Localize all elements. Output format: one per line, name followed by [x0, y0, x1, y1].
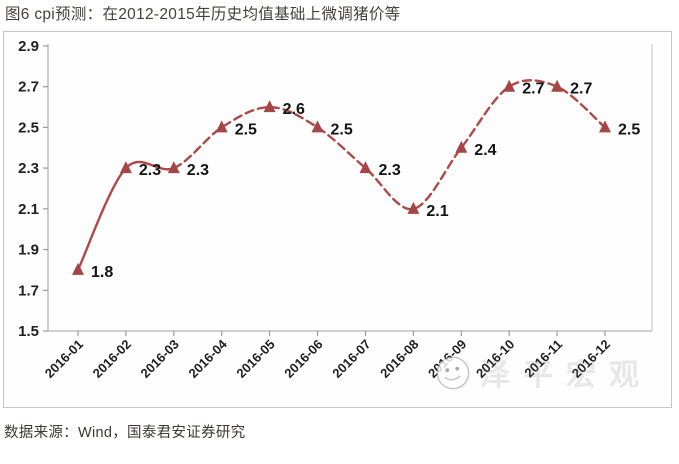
triangle-marker: [551, 79, 564, 92]
y-axis: 1.5 1.7 1.9 2.1 2.3 2.5 2.7 2.9: [18, 38, 48, 340]
data-label: 2.3: [379, 162, 401, 179]
y-tick-label: 2.7: [18, 79, 39, 96]
figure-title: 图6 cpi预测：在2012-2015年历史均值基础上微调猪价等: [5, 6, 401, 23]
data-label: 2.4: [474, 142, 496, 159]
series-markers: [72, 79, 611, 275]
x-tick-label: 2016-02: [90, 337, 134, 381]
data-label: 2.1: [426, 203, 448, 220]
triangle-marker: [72, 262, 84, 275]
chart-area: 1.5 1.7 1.9 2.1 2.3 2.5 2.7 2.9 2016-01 2016-02 20…: [3, 31, 672, 408]
x-tick-label: 2016-10: [473, 337, 517, 381]
x-tick-label: 2016-07: [329, 337, 373, 381]
y-tick-label: 2.9: [18, 38, 39, 55]
triangle-marker: [215, 120, 228, 133]
triangle-marker: [599, 120, 611, 133]
data-label: 2.3: [187, 162, 209, 179]
y-tick-label: 2.1: [18, 201, 39, 218]
triangle-marker: [119, 161, 132, 174]
triangle-marker: [407, 201, 420, 214]
y-tick-label: 1.7: [18, 282, 39, 299]
data-label: 2.6: [283, 101, 305, 118]
y-tick-label: 1.5: [18, 323, 39, 340]
triangle-marker: [311, 120, 324, 133]
x-tick-label: 2016-05: [233, 337, 277, 381]
data-source-text: 数据来源：Wind，国泰君安证券研究: [4, 425, 246, 441]
data-label: 2.5: [235, 121, 257, 138]
triangle-marker: [503, 79, 516, 92]
data-label: 2.5: [618, 121, 640, 138]
data-label: 2.7: [522, 81, 544, 98]
data-labels: 1.8 2.3 2.3 2.5 2.6 2.5 2.3 2.1 2.4 2.7 2.7 2.5: [91, 81, 640, 281]
x-tick-label: 2016-04: [185, 336, 230, 381]
y-tick-label: 2.5: [18, 119, 39, 136]
y-tick-label: 1.9: [18, 242, 39, 259]
x-tick-label: 2016-01: [42, 337, 86, 381]
data-label: 2.5: [331, 121, 353, 138]
triangle-marker: [263, 100, 276, 113]
y-tick-label: 2.3: [18, 160, 39, 177]
data-label: 1.8: [91, 264, 113, 281]
x-tick-label: 2016-08: [377, 337, 421, 381]
data-label: 2.7: [570, 81, 592, 98]
x-tick-label: 2016-06: [281, 337, 325, 381]
x-tick-label: 2016-12: [569, 337, 613, 381]
x-tick-label: 2016-03: [138, 337, 182, 381]
axes: [47, 44, 653, 332]
triangle-marker: [455, 140, 468, 153]
x-tick-label: 2016-09: [425, 337, 469, 381]
triangle-marker: [167, 161, 180, 174]
triangle-marker: [359, 161, 372, 174]
series-line-forecast: [172, 79, 607, 211]
data-label: 2.3: [139, 162, 161, 179]
x-tick-label: 2016-11: [521, 337, 565, 381]
x-axis: 2016-01 2016-02 2016-03 2016-04 2016-05 2016-…: [42, 331, 613, 381]
